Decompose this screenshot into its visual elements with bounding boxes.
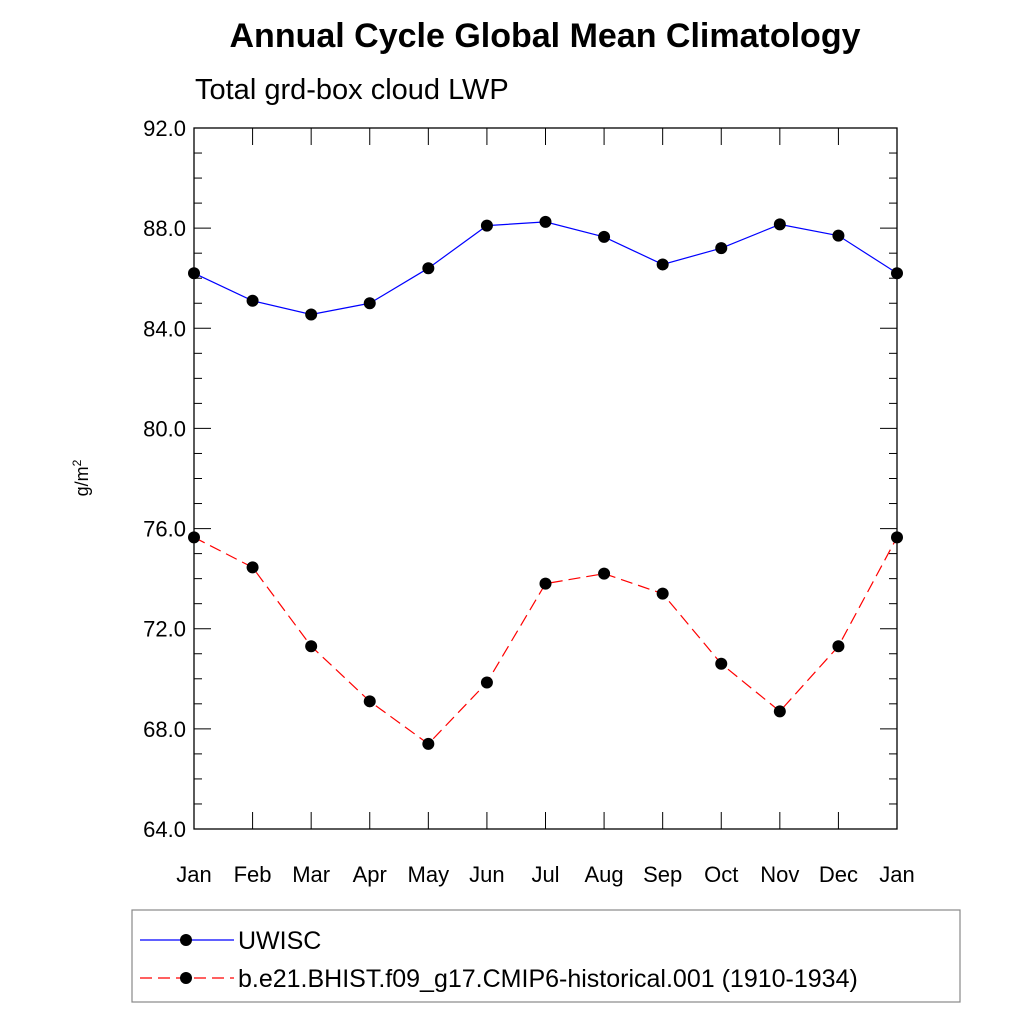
series-2-point: [480, 676, 493, 689]
series-1-point: [832, 229, 845, 242]
series-2-point: [598, 567, 611, 580]
y-tick-label: 80.0: [143, 416, 186, 441]
legend-marker-2: [180, 972, 192, 984]
series-line-1: [193, 221, 898, 316]
y-tick-label: 68.0: [143, 717, 186, 742]
series-2-point: [188, 531, 200, 544]
series-2-point: [891, 531, 903, 544]
x-tick-label: Feb: [234, 862, 272, 887]
plot-frame: [193, 127, 898, 830]
series-2-point: [715, 657, 728, 670]
series-2-point: [773, 705, 786, 718]
x-tick-label: Oct: [704, 862, 738, 887]
x-axis-ticks: Jan Feb Mar Apr May Jun Jul Aug Sep Oct Nov Dec Jan: [176, 128, 915, 887]
x-tick-label: Apr: [353, 862, 387, 887]
chart-title: Annual Cycle Global Mean Climatology: [230, 17, 861, 55]
series-2-point: [305, 640, 318, 653]
y-tick-label: 64.0: [143, 817, 186, 842]
x-tick-label: Sep: [643, 862, 682, 887]
legend: UWISC b.e21.BHIST.f09_g17.CMIP6-historica…: [131, 909, 961, 1003]
y-tick-label: 92.0: [143, 116, 186, 141]
y-tick-label: 88.0: [143, 216, 186, 241]
series-2-point: [246, 561, 259, 574]
series-2-point: [363, 695, 376, 708]
series-1-point: [598, 230, 611, 243]
plot-area: [193, 127, 898, 830]
x-tick-label: Nov: [760, 862, 799, 887]
series-2-point: [832, 640, 845, 653]
series-2-point: [539, 577, 552, 590]
x-tick-label: Jan: [879, 862, 914, 887]
y-tick-label: 84.0: [143, 316, 186, 341]
series-2-point: [656, 587, 669, 600]
series-1-point: [656, 258, 669, 271]
legend-box: [131, 909, 961, 1003]
x-tick-label: Jun: [469, 862, 504, 887]
series-1-point: [773, 218, 786, 231]
x-tick-label: Mar: [292, 862, 330, 887]
series-2-point: [422, 737, 435, 750]
series-1-point: [422, 262, 435, 275]
series-1-point: [480, 219, 493, 232]
legend-marker-1: [180, 934, 192, 946]
x-tick-label: May: [408, 862, 450, 887]
chart-subtitle: Total grd-box cloud LWP: [195, 74, 509, 106]
series-1-point: [891, 267, 903, 280]
series-1-point: [305, 308, 318, 321]
x-tick-label: Aug: [585, 862, 624, 887]
series-1-point: [246, 294, 259, 307]
y-tick-label: 76.0: [143, 517, 186, 542]
legend-label-1: UWISC: [238, 927, 321, 955]
series-1-point: [363, 297, 376, 310]
series-1-point: [715, 242, 728, 255]
x-tick-label: Dec: [819, 862, 858, 887]
legend-label-2: b.e21.BHIST.f09_g17.CMIP6-historical.001…: [238, 965, 858, 993]
x-tick-label: Jan: [176, 862, 211, 887]
series-layer: [188, 215, 903, 750]
series-1-point: [188, 267, 200, 280]
y-axis-ticks: 64.0 68.0 72.0 76.0 80.0 84.0 88.0 92.0: [143, 116, 897, 842]
x-tick-label: Jul: [531, 862, 559, 887]
y-tick-label: 72.0: [143, 617, 186, 642]
y-axis-label: g/m2: [70, 459, 92, 496]
series-line-2: [193, 536, 898, 745]
series-1-point: [539, 215, 552, 228]
